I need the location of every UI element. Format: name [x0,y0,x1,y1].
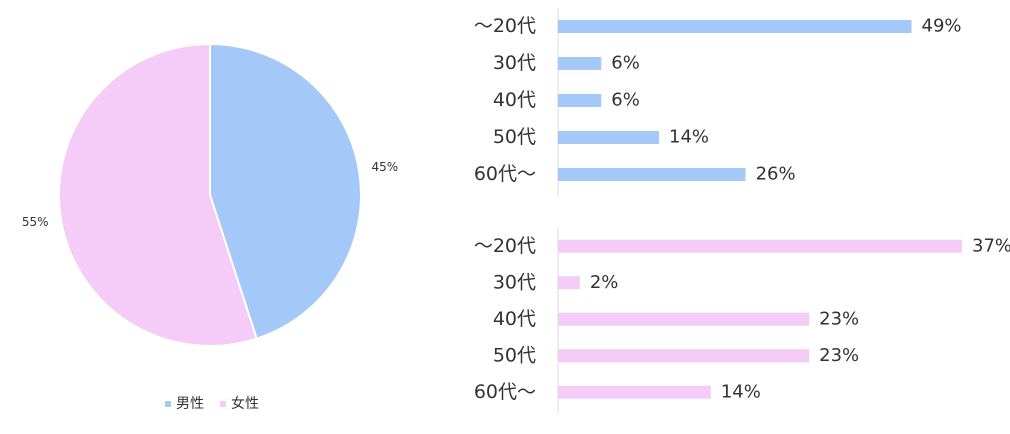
bar [558,94,602,107]
bar [558,312,810,326]
y-tick-label: 50代 [493,126,536,148]
bar [558,168,746,181]
bar [558,57,602,70]
pie-slice [209,42,362,340]
legend-label: 女性 [231,395,259,412]
y-tick-label: 60代～ [474,163,536,185]
data-label: 6% [611,53,640,74]
y-tick-label: ～20代 [474,235,536,257]
data-label: 2% [590,272,619,293]
data-label: 23% [819,345,859,366]
data-label: 26% [756,164,796,185]
bar [558,276,580,290]
y-tick-label: 40代 [493,89,536,111]
legend-swatch [220,401,226,407]
data-label: 14% [721,381,761,402]
bar [558,131,659,144]
data-label: 6% [611,90,640,111]
data-label: 45% [371,160,398,174]
data-label: 49% [922,16,962,37]
legend-swatch [165,401,171,407]
bar [558,385,711,399]
y-tick-label: ～20代 [474,15,536,37]
y-tick-label: 40代 [493,308,536,330]
pie-slice [58,42,258,347]
data-label: 14% [669,127,709,148]
bar [558,20,912,33]
data-label: 37% [972,235,1010,256]
y-tick-label: 30代 [493,271,536,293]
y-tick-label: 30代 [493,52,536,74]
legend-label: 男性 [176,396,204,412]
y-tick-label: 50代 [493,344,536,366]
data-label: 23% [819,308,859,329]
data-label: 55% [22,215,49,229]
bar [558,239,962,253]
bar [558,349,810,363]
y-tick-label: 60代～ [474,381,536,403]
